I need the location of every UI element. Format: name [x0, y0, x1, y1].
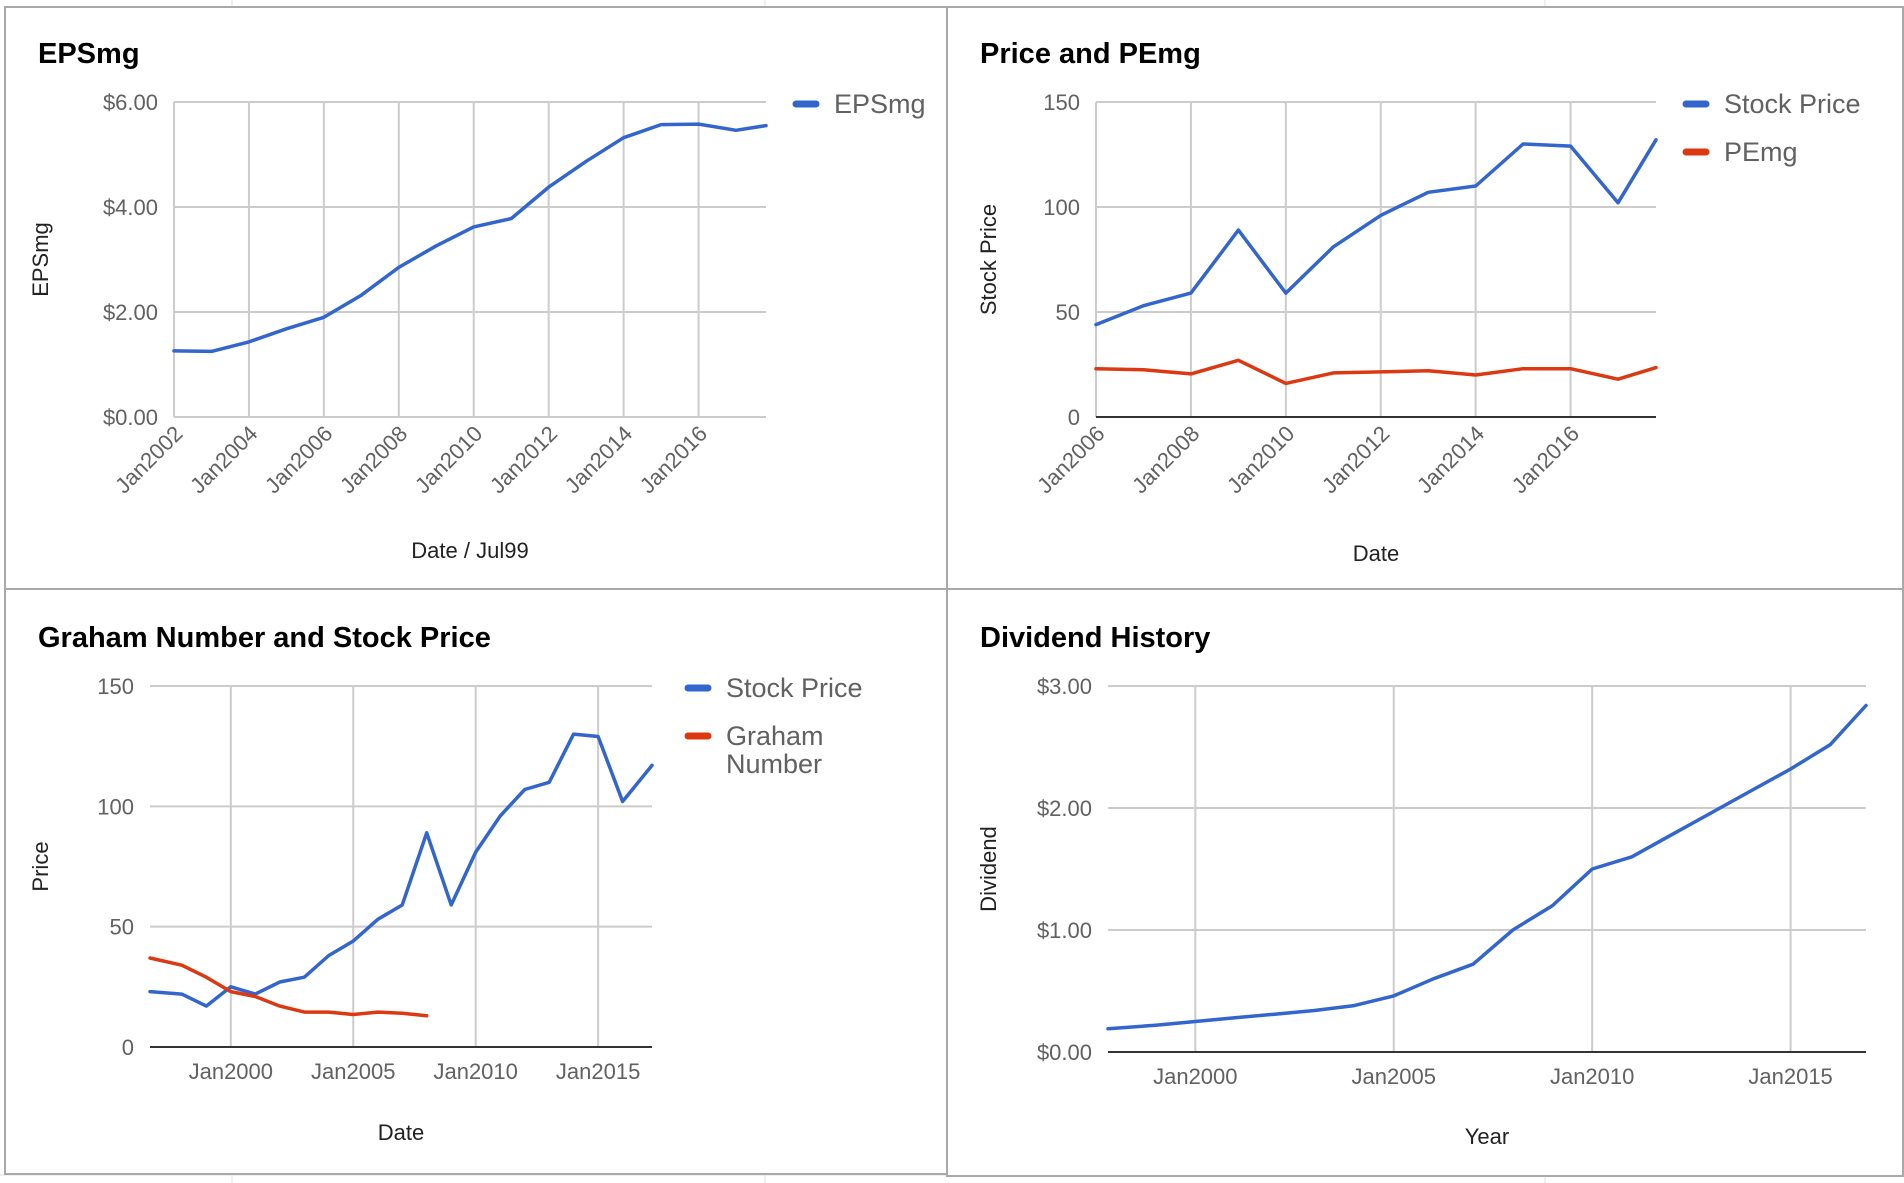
legend-label[interactable]: Graham Number: [726, 721, 824, 779]
x-axis-title: Date: [378, 1120, 424, 1145]
x-tick-label: Jan2000: [189, 1059, 273, 1084]
series-line-epsmg[interactable]: [172, 122, 768, 354]
y-tick-label: $2.00: [103, 300, 158, 325]
y-tick-label: $1.00: [1037, 918, 1092, 943]
x-tick-label: Jan2006: [260, 421, 337, 498]
chart-panel-price-pemg[interactable]: Price and PEmg 0 50 100 150 Jan2006 Jan2008 Jan…: [946, 6, 1904, 590]
x-tick-label: Jan2010: [433, 1059, 517, 1084]
x-tick-label: Jan2010: [1222, 421, 1299, 498]
y-axis-title: Dividend: [976, 826, 1001, 912]
x-tick-label: Jan2012: [1317, 421, 1394, 498]
chart-dividend: Dividend History $0.00 $1.00 $2.00 $3.00 Jan2…: [976, 622, 1868, 1149]
y-tick-label: $6.00: [103, 90, 158, 115]
x-tick-label: Jan2004: [185, 421, 262, 498]
y-tick-label: 0: [122, 1035, 134, 1060]
y-axis-title: Stock Price: [976, 204, 1001, 315]
y-axis-title: EPSmg: [28, 222, 53, 297]
x-tick-label: Jan2015: [1748, 1064, 1832, 1089]
chart-title: Dividend History: [980, 622, 1210, 654]
series-line-stock-price[interactable]: [148, 732, 654, 1008]
y-tick-label: 150: [1043, 90, 1080, 115]
y-tick-label: 100: [1043, 195, 1080, 220]
x-tick-label: Jan2000: [1153, 1064, 1237, 1089]
y-tick-label: 0: [1068, 405, 1080, 430]
x-tick-label: Jan2016: [1507, 421, 1584, 498]
x-tick-label: Jan2014: [560, 421, 637, 498]
chart-panel-graham[interactable]: Graham Number and Stock Price 0 50 100 150 Ja…: [4, 588, 948, 1175]
x-tick-label: Jan2005: [1352, 1064, 1436, 1089]
x-tick-label: Jan2008: [1127, 421, 1204, 498]
series-line-dividend[interactable]: [1106, 703, 1868, 1031]
x-axis-title: Date / Jul99: [411, 538, 528, 563]
x-tick-label: Jan2015: [556, 1059, 640, 1084]
y-tick-label: $3.00: [1037, 674, 1092, 699]
chart-graham: Graham Number and Stock Price 0 50 100 150 Ja…: [28, 622, 863, 1145]
legend-label[interactable]: PEmg: [1724, 137, 1798, 167]
y-tick-label: $2.00: [1037, 796, 1092, 821]
y-tick-label: 150: [97, 674, 134, 699]
chart-panel-dividend[interactable]: Dividend History $0.00 $1.00 $2.00 $3.00 Jan2…: [946, 588, 1904, 1177]
series-line-pemg[interactable]: [1094, 358, 1658, 386]
x-tick-label: Jan2010: [410, 421, 487, 498]
x-tick-label: Jan2005: [311, 1059, 395, 1084]
series-line-stock-price[interactable]: [1094, 138, 1658, 327]
x-tick-label: Jan2008: [335, 421, 412, 498]
y-tick-label: 50: [110, 915, 134, 940]
chart-panel-epsmg[interactable]: EPSmg $0.00 $2.00 $4.00 $6.00 Jan2002 Jan2004 J…: [4, 6, 948, 590]
chart-epsmg: EPSmg$0.00$2.00$4.00$6.00Jan2002Jan2004J…: [28, 38, 926, 563]
x-tick-label: Jan2010: [1550, 1064, 1634, 1089]
chart-title: Graham Number and Stock Price: [38, 622, 491, 654]
y-tick-label: 100: [97, 794, 134, 819]
y-tick-label: $0.00: [103, 405, 158, 430]
series-line-graham-number[interactable]: [148, 956, 429, 1018]
x-axis-title: Year: [1465, 1124, 1509, 1149]
legend-label[interactable]: EPSmg: [834, 89, 926, 119]
x-tick-label: Jan2002: [110, 421, 187, 498]
x-tick-label: Jan2006: [1032, 421, 1109, 498]
x-tick-label: Jan2012: [485, 421, 562, 498]
legend-label[interactable]: Stock Price: [1724, 89, 1861, 119]
chart-title: Price and PEmg: [980, 38, 1201, 70]
x-tick-label: Jan2016: [635, 421, 712, 498]
y-tick-label: 50: [1056, 300, 1080, 325]
y-axis-title: Price: [28, 841, 53, 891]
x-axis-title: Date: [1353, 541, 1399, 566]
y-tick-label: $0.00: [1037, 1040, 1092, 1065]
legend-label[interactable]: Stock Price: [726, 673, 863, 703]
x-tick-label: Jan2014: [1412, 421, 1489, 498]
y-tick-label: $4.00: [103, 195, 158, 220]
chart-title: EPSmg: [38, 38, 140, 70]
